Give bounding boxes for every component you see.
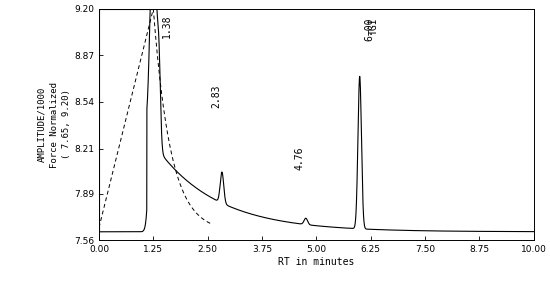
Text: 2.83: 2.83 [211, 84, 221, 108]
Text: 6.00: 6.00 [364, 17, 374, 41]
Y-axis label: AMPLITUDE/1000
Force Normalized
( 7.65, 9.20): AMPLITUDE/1000 Force Normalized ( 7.65, … [37, 81, 72, 168]
Text: 4.76: 4.76 [295, 146, 305, 170]
Text: 1.38: 1.38 [162, 14, 172, 38]
Text: TGI: TGI [369, 17, 379, 35]
X-axis label: RT in minutes: RT in minutes [278, 257, 354, 267]
